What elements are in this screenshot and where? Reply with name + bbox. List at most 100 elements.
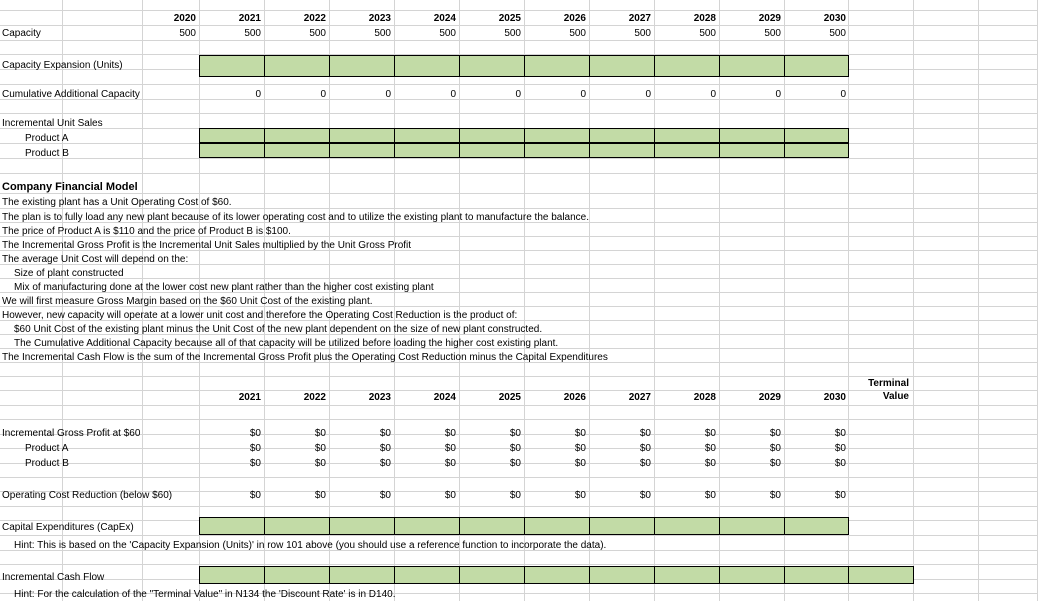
input-range-incremental-cash-flow[interactable] [199,566,914,584]
narrative-line: However, new capacity will operate at a … [2,310,518,321]
operating-cost-reduction-value: $0 [249,490,261,501]
hint-terminal-value: Hint: For the calculation of the "Termin… [14,589,396,600]
operating-cost-reduction-value: $0 [509,490,521,501]
grid-row-line [0,292,1038,293]
input-cell-separator [784,566,785,584]
grid-row-line [0,564,1038,565]
product-b-value: $0 [444,458,456,469]
product-b-value: $0 [639,458,651,469]
grid-row-line [0,25,1038,26]
row-label-operating-cost-reduction: Operating Cost Reduction (below $60) [2,490,173,501]
operating-cost-reduction-value: $0 [834,490,846,501]
grid-row-line [0,320,1038,321]
grid-row-line [0,477,1038,478]
capacity-value: 500 [504,28,521,39]
grid-column-line [62,0,63,601]
grid-row-line [0,491,1038,492]
grid-column-line [654,0,655,601]
grid-column-line [524,0,525,601]
gross-profit-value: $0 [379,428,391,439]
grid-column-line [848,0,849,601]
cashflow-year-header: 2028 [693,392,716,403]
cumulative-capacity-value: 0 [775,89,781,100]
capacity-value: 500 [244,28,261,39]
grid-row-line [0,10,1038,11]
capacity-value: 500 [699,28,716,39]
grid-row-line [0,84,1038,85]
row-label-incremental-cash-flow: Incremental Cash Flow [2,572,105,583]
gross-profit-value: $0 [834,428,846,439]
row-label-cumulative-capacity: Cumulative Additional Capacity [2,89,140,100]
capacity-year-header: 2025 [498,13,521,24]
input-cell-separator [329,55,330,77]
input-cell-separator [524,55,525,77]
product-a-value: $0 [704,443,716,454]
input-cell-separator [654,143,655,158]
input-cell-separator [719,55,720,77]
grid-row-line [0,550,1038,551]
input-cell-separator [329,566,330,584]
gross-profit-value: $0 [769,428,781,439]
product-a-value: $0 [834,443,846,454]
product-a-value: $0 [379,443,391,454]
input-cell-separator [524,143,525,158]
narrative-line: The average Unit Cost will depend on the… [2,254,189,265]
grid-row-line [0,376,1038,377]
input-cell-separator [784,55,785,77]
input-cell-separator [459,128,460,143]
grid-row-line [0,278,1038,279]
row-label-incremental-unit-sales: Incremental Unit Sales [2,118,103,129]
capacity-year-header: 2023 [368,13,391,24]
capacity-year-header: 2024 [433,13,456,24]
narrative-line: The Incremental Gross Profit is the Incr… [2,240,412,251]
capacity-year-header: 2027 [628,13,651,24]
input-cell-separator [264,566,265,584]
operating-cost-reduction-value: $0 [314,490,326,501]
capacity-year-header: 2028 [693,13,716,24]
product-b-value: $0 [314,458,326,469]
cumulative-capacity-value: 0 [645,89,651,100]
input-cell-separator [784,517,785,535]
row-label-product-b: Product B [25,458,69,469]
input-cell-separator [459,566,460,584]
row-label-capacity: Capacity [2,28,41,39]
narrative-line: The price of Product A is $110 and the p… [2,226,291,237]
operating-cost-reduction-value: $0 [769,490,781,501]
cumulative-capacity-value: 0 [840,89,846,100]
input-cell-separator [589,128,590,143]
input-cell-separator [848,55,849,77]
capacity-value: 500 [634,28,651,39]
input-cell-separator [719,566,720,584]
grid-column-line [978,0,979,601]
row-label-product-a: Product A [25,133,69,144]
input-cell-separator [848,566,849,584]
grid-row-line [0,208,1038,209]
cumulative-capacity-value: 0 [320,89,326,100]
row-label-capacity-expansion: Capacity Expansion (Units) [2,60,123,71]
input-cell-separator [459,55,460,77]
grid-column-line [913,0,914,601]
input-cell-separator [524,517,525,535]
grid-row-line [0,463,1038,464]
operating-cost-reduction-value: $0 [639,490,651,501]
input-cell-separator [394,128,395,143]
input-cell-separator [264,128,265,143]
input-cell-separator [654,55,655,77]
product-b-value: $0 [834,458,846,469]
row-label-product-a: Product A [25,443,69,454]
input-cell-separator [264,517,265,535]
grid-row-line [0,99,1038,100]
cashflow-year-header: 2023 [368,392,391,403]
row-label-incremental-gross-profit: Incremental Gross Profit at $60 [2,428,141,439]
capacity-year-header: 2030 [823,13,846,24]
input-cell-separator [589,143,590,158]
input-cell-separator [264,143,265,158]
input-cell-separator [654,517,655,535]
cashflow-year-header: 2022 [303,392,326,403]
grid-column-line [394,0,395,601]
capacity-year-header: 2021 [238,13,261,24]
narrative-line: The plan is to fully load any new plant … [2,212,590,223]
input-cell-separator [524,128,525,143]
grid-row-line [0,405,1038,406]
